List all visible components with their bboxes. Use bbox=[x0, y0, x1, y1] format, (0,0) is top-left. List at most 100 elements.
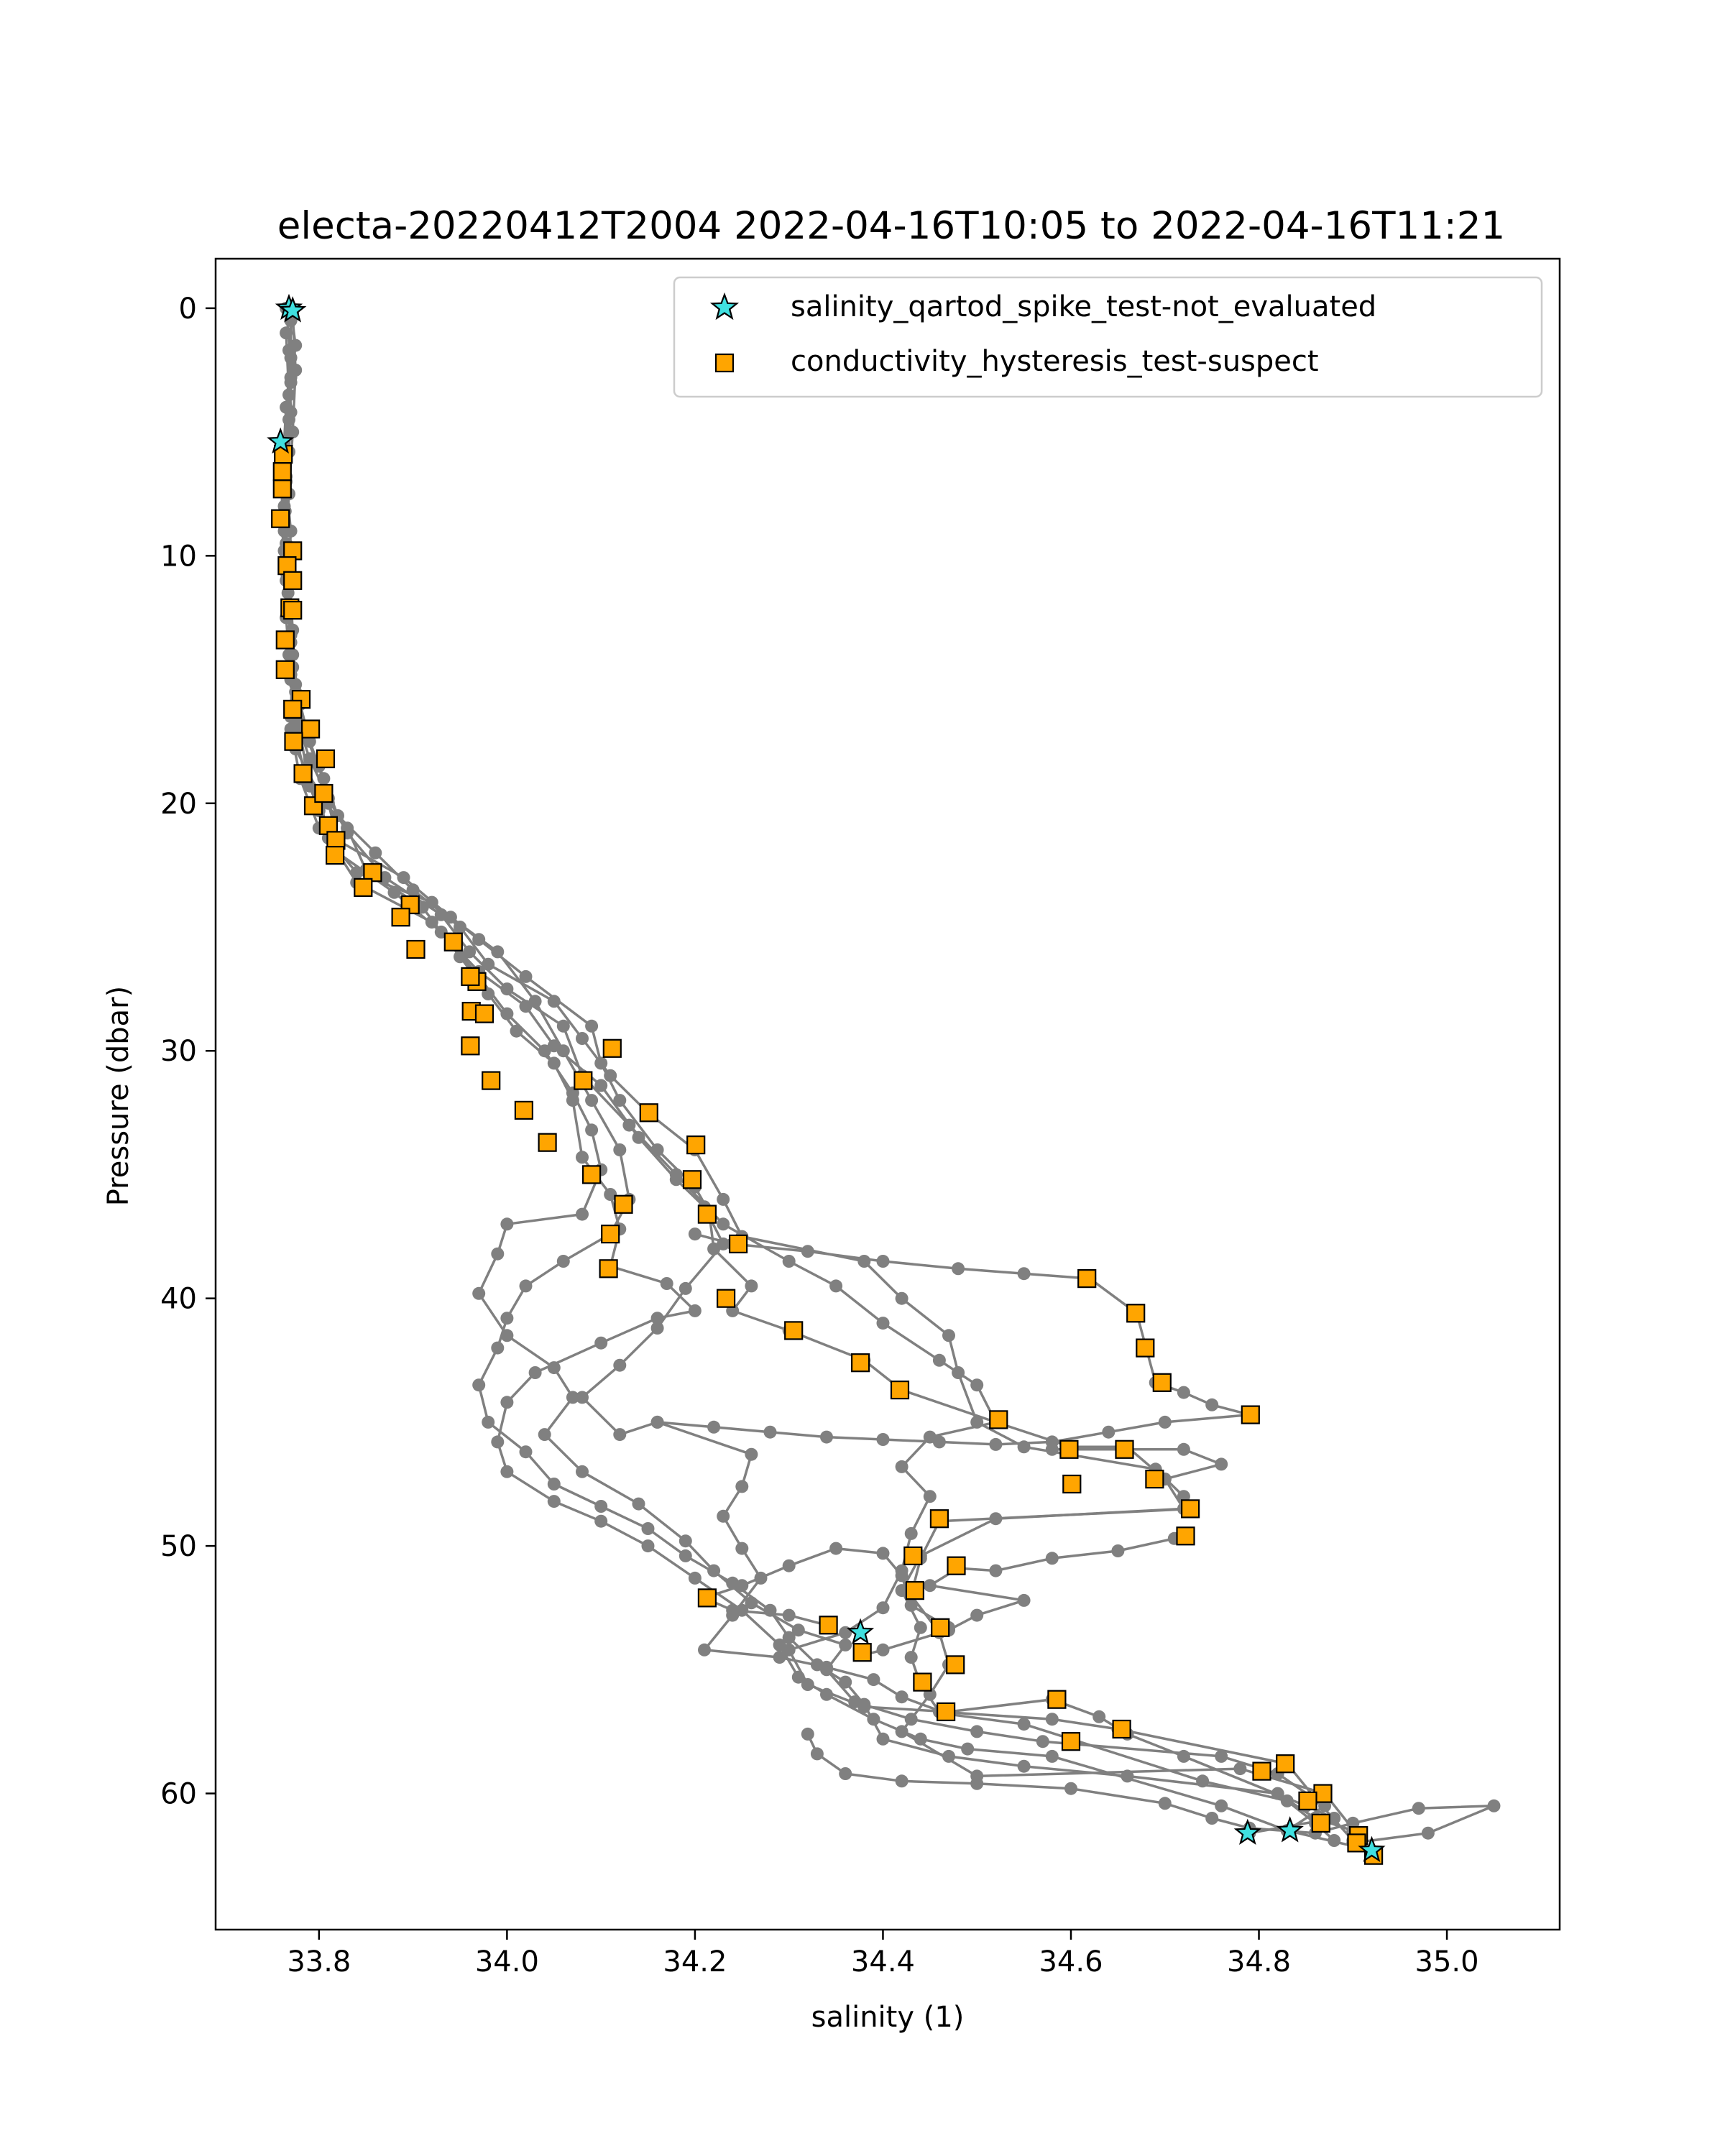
profile-point bbox=[1205, 1398, 1219, 1411]
hysteresis-suspect-marker bbox=[283, 571, 303, 590]
profile-point bbox=[989, 1564, 1003, 1577]
hysteresis-suspect-marker bbox=[601, 1224, 620, 1244]
profile-point bbox=[280, 326, 293, 340]
profile-point bbox=[1064, 1782, 1077, 1795]
profile-point bbox=[613, 1094, 627, 1107]
profile-point bbox=[566, 1094, 579, 1107]
profile-point bbox=[801, 1245, 814, 1258]
profile-point bbox=[1196, 1774, 1210, 1788]
hysteresis-suspect-marker bbox=[1241, 1405, 1260, 1424]
profile-point bbox=[895, 1569, 908, 1583]
profile-point bbox=[989, 1437, 1003, 1451]
hysteresis-suspect-marker bbox=[1059, 1439, 1079, 1459]
profile-point bbox=[585, 1123, 599, 1137]
hysteresis-suspect-marker bbox=[406, 939, 426, 959]
hysteresis-suspect-marker bbox=[283, 699, 303, 719]
profile-point bbox=[745, 1447, 758, 1461]
profile-point bbox=[1177, 1442, 1190, 1456]
profile-point bbox=[952, 1262, 965, 1276]
profile-point bbox=[576, 1032, 589, 1045]
profile-point bbox=[491, 1435, 505, 1449]
profile-point bbox=[923, 1490, 937, 1503]
profile-point bbox=[282, 344, 295, 357]
profile-point bbox=[763, 1425, 777, 1439]
profile-point bbox=[961, 1742, 975, 1756]
profile-point bbox=[791, 1670, 805, 1684]
hysteresis-suspect-marker bbox=[697, 1588, 717, 1608]
profile-point bbox=[387, 885, 401, 899]
profile-point bbox=[867, 1673, 880, 1687]
hysteresis-suspect-marker bbox=[602, 1038, 622, 1058]
hysteresis-suspect-marker bbox=[272, 479, 292, 499]
hysteresis-suspect-marker bbox=[272, 462, 292, 482]
profile-point bbox=[745, 1279, 758, 1293]
profile-point bbox=[726, 1603, 740, 1617]
profile-point bbox=[867, 1713, 880, 1726]
legend-label-spike-test: salinity_qartod_spike_test-not_evaluated bbox=[791, 290, 1376, 323]
x-axis: 33.8 34.0 34.2 34.4 34.6 34.8 35.0 bbox=[287, 1930, 1479, 1978]
profile-point bbox=[1017, 1718, 1031, 1731]
profile-point bbox=[876, 1643, 890, 1657]
hysteresis-suspect-marker bbox=[931, 1618, 950, 1637]
hysteresis-suspect-marker bbox=[514, 1100, 534, 1120]
profile-point bbox=[519, 1000, 533, 1013]
profile-point bbox=[932, 1435, 946, 1449]
legend-square-marker bbox=[714, 353, 735, 373]
x-tick-label: 34.8 bbox=[1227, 1945, 1291, 1978]
profile-point bbox=[904, 1713, 918, 1726]
hysteresis-suspect-marker bbox=[1152, 1373, 1172, 1392]
plot-area bbox=[267, 293, 1501, 1865]
hysteresis-suspect-marker bbox=[1136, 1338, 1155, 1358]
profile-point bbox=[782, 1255, 796, 1268]
profile-point bbox=[482, 1415, 495, 1429]
y-axis-label: Pressure (dbar) bbox=[102, 986, 135, 1206]
hysteresis-suspect-marker bbox=[293, 764, 313, 783]
profile-point bbox=[519, 969, 533, 983]
profile-point bbox=[895, 1460, 908, 1473]
profile-point bbox=[1158, 1797, 1172, 1810]
y-tick-label: 20 bbox=[160, 788, 197, 821]
hysteresis-suspect-marker bbox=[482, 1071, 501, 1090]
spike-not-evaluated-marker bbox=[267, 427, 295, 454]
legend: salinity_qartod_spike_test-not_evaluated… bbox=[673, 276, 1543, 398]
legend-box bbox=[673, 276, 1543, 398]
profile-point bbox=[594, 1079, 608, 1092]
profile-point bbox=[585, 1094, 599, 1107]
profile-point bbox=[895, 1690, 908, 1704]
x-tick-label: 34.6 bbox=[1039, 1945, 1103, 1978]
hysteresis-suspect-marker bbox=[697, 1204, 717, 1224]
profile-point bbox=[1328, 1812, 1341, 1825]
hysteresis-suspect-marker bbox=[716, 1289, 736, 1308]
profile-point bbox=[876, 1547, 890, 1560]
profile-point bbox=[472, 1378, 486, 1392]
hysteresis-suspect-marker bbox=[850, 1353, 870, 1373]
x-tick-label: 35.0 bbox=[1415, 1945, 1479, 1978]
profile-point bbox=[594, 1056, 608, 1070]
hysteresis-suspect-marker bbox=[581, 1165, 602, 1184]
profile-point bbox=[1487, 1799, 1501, 1812]
hysteresis-suspect-marker bbox=[275, 660, 295, 679]
hysteresis-suspect-marker bbox=[1062, 1474, 1082, 1494]
profile-point bbox=[932, 1353, 946, 1367]
profile-point bbox=[820, 1687, 833, 1701]
profile-point bbox=[547, 1495, 561, 1508]
profile-point bbox=[491, 1341, 505, 1355]
legend-square-icon bbox=[714, 353, 735, 373]
profile-point bbox=[773, 1638, 786, 1651]
profile-point bbox=[904, 1526, 918, 1540]
profile-point bbox=[500, 1312, 514, 1325]
hysteresis-suspect-marker bbox=[1061, 1732, 1081, 1751]
hysteresis-suspect-marker bbox=[1126, 1304, 1146, 1323]
profile-point bbox=[1205, 1812, 1219, 1825]
profile-point bbox=[556, 1255, 570, 1268]
profile-point bbox=[519, 1279, 533, 1293]
hysteresis-suspect-marker bbox=[947, 1556, 966, 1575]
profile-point bbox=[970, 1725, 984, 1738]
hysteresis-suspect-marker bbox=[1180, 1499, 1200, 1519]
profile-point bbox=[1158, 1415, 1172, 1429]
profile-point bbox=[970, 1777, 984, 1790]
hysteresis-suspect-marker bbox=[639, 1103, 658, 1123]
hysteresis-suspect-marker bbox=[538, 1133, 557, 1152]
profile-point bbox=[500, 1217, 514, 1231]
profile-point bbox=[500, 1465, 514, 1478]
